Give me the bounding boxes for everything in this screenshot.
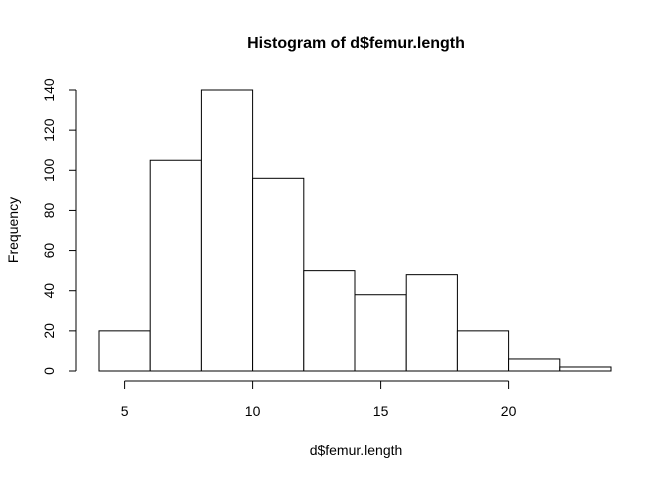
histogram-bar-8 bbox=[508, 358, 561, 372]
x-tick-label: 15 bbox=[373, 403, 389, 419]
x-axis-label: d$femur.length bbox=[310, 442, 403, 458]
histogram-bar-1 bbox=[149, 159, 202, 372]
y-tick-label: 20 bbox=[41, 323, 57, 339]
y-tick-label: 40 bbox=[41, 283, 57, 299]
y-tick-label: 60 bbox=[41, 243, 57, 259]
chart-title: Histogram of d$femur.length bbox=[247, 35, 465, 52]
y-axis-label: Frequency bbox=[5, 197, 21, 263]
histogram-bar-2 bbox=[200, 89, 254, 372]
x-axis: 5 10 15 20 bbox=[121, 380, 517, 419]
histogram-bar-6 bbox=[405, 274, 458, 372]
y-axis: 0 20 40 60 80 100 120 140 bbox=[41, 78, 77, 375]
histogram-bar-0 bbox=[98, 330, 151, 372]
histogram-bar-7 bbox=[456, 330, 510, 372]
histogram-bar-9 bbox=[559, 366, 612, 372]
x-tick-label: 20 bbox=[501, 403, 517, 419]
histogram-bar-3 bbox=[252, 177, 305, 372]
x-tick-label: 10 bbox=[245, 403, 261, 419]
y-tick-label: 100 bbox=[41, 158, 57, 182]
histogram-bars bbox=[98, 89, 612, 372]
y-tick-label: 80 bbox=[41, 202, 57, 218]
histogram-bar-5 bbox=[354, 294, 407, 372]
histogram-bar-4 bbox=[303, 270, 356, 372]
y-tick-label: 140 bbox=[41, 78, 57, 102]
y-tick-label: 120 bbox=[41, 118, 57, 142]
y-tick-label: 0 bbox=[41, 367, 57, 375]
x-tick-label: 5 bbox=[121, 403, 129, 419]
